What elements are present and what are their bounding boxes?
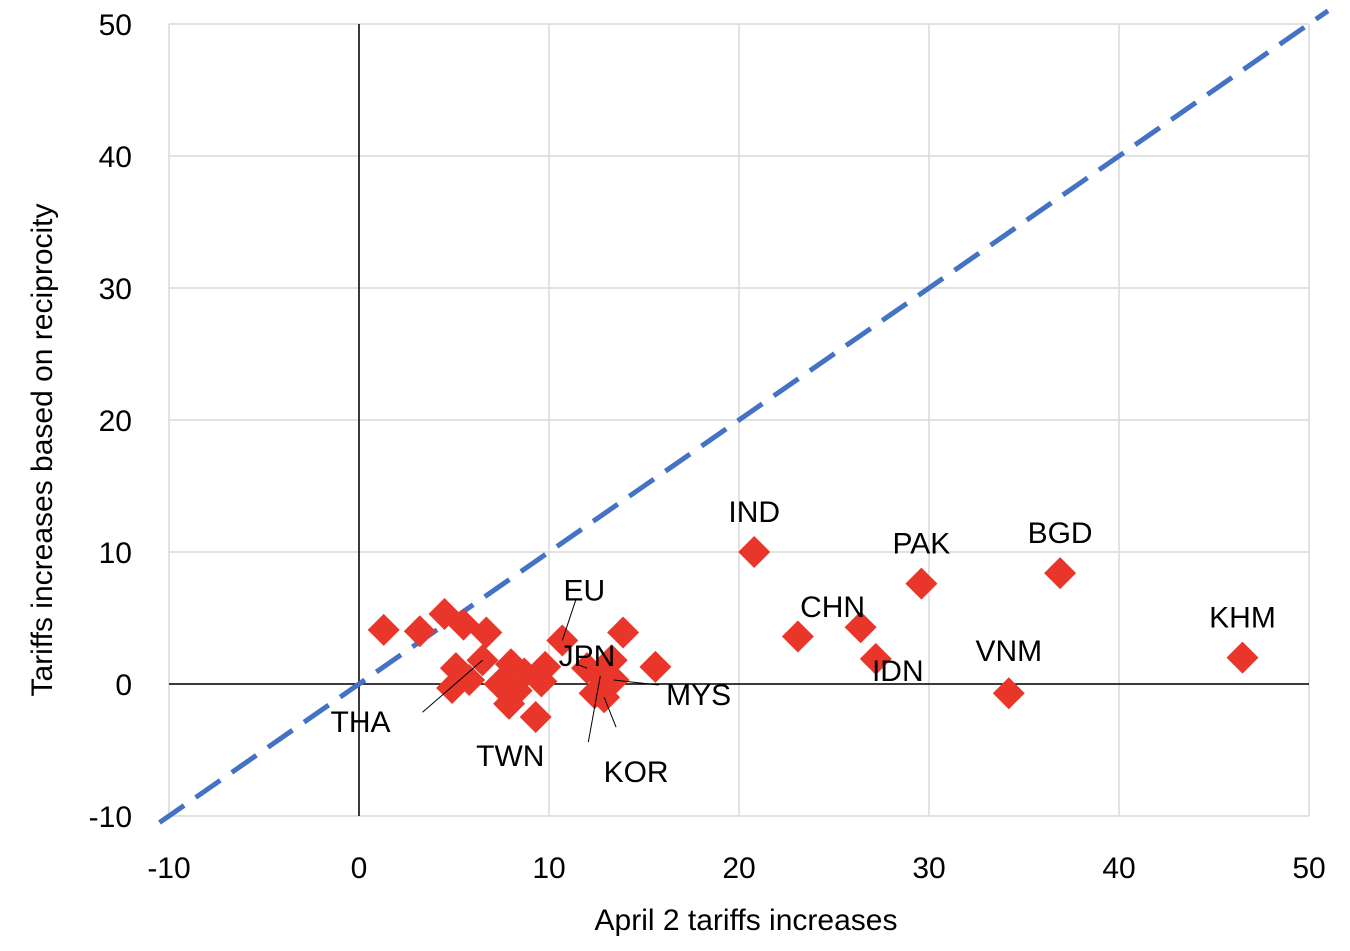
- leader-line: [603, 697, 617, 728]
- point-label-twn: TWN: [476, 740, 544, 773]
- point-label-chn: CHN: [800, 591, 865, 624]
- leader-line: [576, 663, 588, 669]
- x-tick-label: 0: [351, 852, 368, 885]
- point-label-bgd: BGD: [1028, 517, 1093, 550]
- data-point: [844, 611, 877, 644]
- data-point: [403, 615, 436, 648]
- x-tick-label: 30: [912, 852, 945, 885]
- point-labels: IND PAK BGD CHN KHM VNM IDN EU JPN MYS KOR TWN THA: [331, 496, 1276, 789]
- point-label-mys: MYS: [666, 679, 731, 712]
- y-axis-label: Tariffs increases based on reciprocity: [26, 203, 59, 696]
- leader-line: [422, 659, 483, 713]
- y-tick-label: 0: [115, 669, 132, 702]
- data-point: [607, 616, 640, 649]
- y-tick-label: -10: [89, 801, 132, 834]
- data-point: [738, 536, 771, 568]
- y-tick-label: 40: [99, 141, 132, 174]
- x-tick-label: 40: [1102, 852, 1135, 885]
- leader-line: [613, 679, 659, 686]
- data-point: [500, 674, 533, 707]
- x-tick-label: 50: [1292, 852, 1325, 885]
- y-tick-label: 50: [99, 9, 132, 42]
- x-tick-label: 10: [532, 852, 565, 885]
- diagonal-dashed-line: [158, 8, 1330, 825]
- x-axis-label: April 2 tariffs increases: [595, 904, 898, 937]
- leader-line: [587, 675, 601, 743]
- data-point: [470, 616, 503, 649]
- point-label-idn: IDN: [872, 655, 924, 688]
- data-point: [367, 613, 400, 646]
- point-label-vnm: VNM: [975, 635, 1042, 668]
- tick-labels: -10 0 10 20 30 40 50 -10 0 10 20 30 40 50: [89, 9, 1326, 885]
- y-tick-label: 30: [99, 273, 132, 306]
- point-label-kor: KOR: [604, 756, 669, 789]
- data-point: [905, 567, 938, 600]
- x-tick-label: -10: [147, 852, 190, 885]
- data-point: [525, 665, 558, 698]
- data-point: [992, 677, 1025, 710]
- point-label-khm: KHM: [1209, 602, 1276, 635]
- data-point: [781, 620, 814, 653]
- point-label-pak: PAK: [892, 528, 950, 561]
- point-label-tha: THA: [331, 706, 391, 739]
- point-label-eu: EU: [563, 574, 605, 607]
- data-point: [859, 642, 892, 675]
- x-tick-label: 20: [722, 852, 755, 885]
- data-point: [639, 650, 672, 683]
- point-label-ind: IND: [728, 496, 780, 529]
- y-tick-label: 20: [99, 405, 132, 438]
- leader-line: [561, 598, 577, 641]
- data-point: [453, 664, 486, 697]
- data-point: [1226, 641, 1259, 674]
- data-point: [519, 701, 552, 733]
- point-label-jpn: JPN: [559, 640, 616, 673]
- points: [367, 536, 1259, 733]
- y-tick-label: 10: [99, 537, 132, 570]
- data-point: [1044, 557, 1077, 590]
- reference-line: [158, 8, 1330, 825]
